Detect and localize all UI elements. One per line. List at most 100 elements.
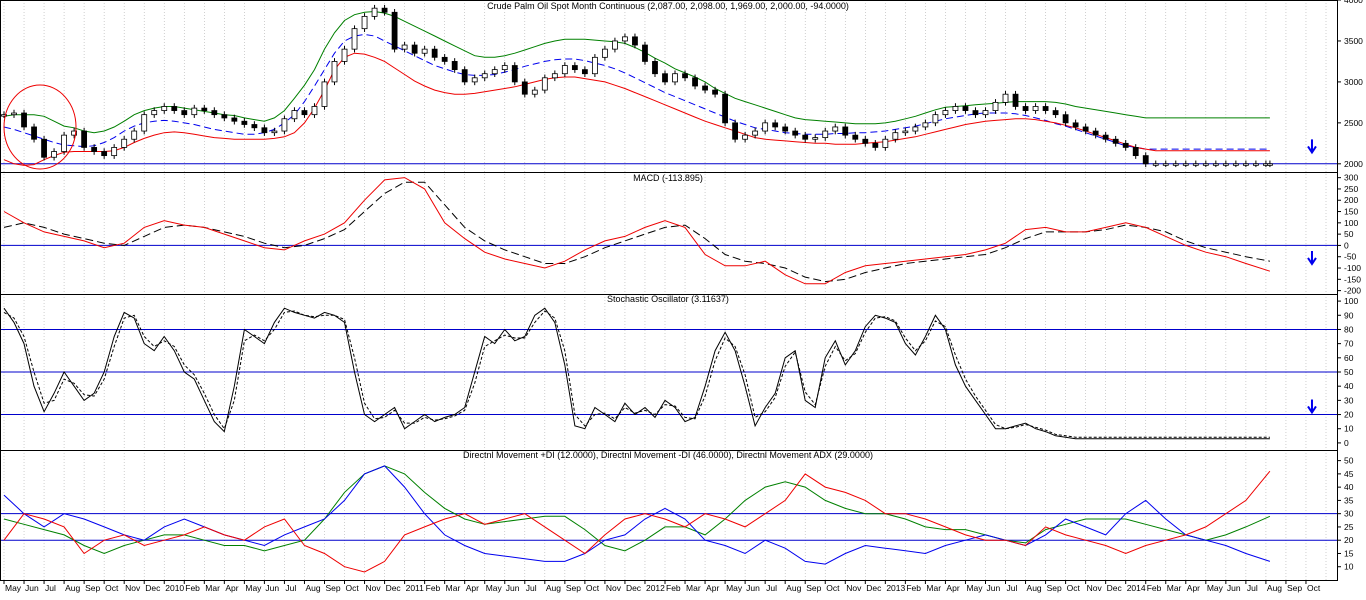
x-axis-month-label: Jul xyxy=(1247,583,1258,593)
x-axis-month-label: Jun xyxy=(1227,583,1241,593)
price-tick-label: 4000 xyxy=(1344,0,1363,5)
price-candle-body xyxy=(1092,130,1099,136)
x-axis-month-label: Nov xyxy=(606,583,622,593)
price-candle-body xyxy=(872,142,879,148)
x-axis-month-label: Dec xyxy=(1107,583,1123,593)
price-candle-body xyxy=(391,11,398,50)
price-candle-body xyxy=(411,44,418,54)
price-panel-title: Crude Palm Oil Spot Month Continuous (2,… xyxy=(487,1,849,11)
x-axis-month-label: Dec xyxy=(145,583,161,593)
x-axis-month-label: Sep xyxy=(325,583,340,593)
price-candle-body xyxy=(341,48,348,62)
price-candle-body xyxy=(892,132,899,140)
x-axis-month-label: Dec xyxy=(866,583,882,593)
price-candle-body xyxy=(361,15,368,30)
stoch-tick-label: 70 xyxy=(1344,339,1354,349)
x-axis-month-label: Aug xyxy=(546,583,561,593)
price-candle-body xyxy=(51,151,57,158)
x-axis-month-label: Feb xyxy=(906,583,921,593)
dmi-panel-title: Directnl Movement +DI (12.0000), Directn… xyxy=(463,450,873,460)
price-candle-body xyxy=(812,137,819,140)
x-axis-month-label: Oct xyxy=(826,583,840,593)
x-axis-month-label: 2014 xyxy=(1127,583,1146,593)
price-candle-body xyxy=(31,126,37,140)
x-axis-month-label: Nov xyxy=(366,583,382,593)
x-axis-month-label: Apr xyxy=(706,583,719,593)
price-candle-body xyxy=(862,138,869,144)
price-candle-body xyxy=(762,122,769,132)
price-candle-body xyxy=(161,106,168,111)
x-axis-month-label: Nov xyxy=(846,583,862,593)
x-axis-month-label: Jun xyxy=(265,583,279,593)
price-candle-body xyxy=(521,81,528,95)
price-candle-body xyxy=(712,89,718,95)
macd-signal-line xyxy=(3,181,1270,283)
x-axis-month-label: Sep xyxy=(1287,583,1302,593)
price-candle-body xyxy=(1002,93,1009,103)
macd-tick-label: 300 xyxy=(1344,173,1358,183)
price-candle-body xyxy=(111,147,118,157)
dmi-tick-label: 35 xyxy=(1344,495,1354,505)
price-candle-body xyxy=(281,118,288,132)
price-candle-body xyxy=(702,85,708,91)
minus-di-line xyxy=(3,470,1271,573)
price-candle-body xyxy=(541,77,548,91)
dmi-panel-frame xyxy=(0,450,1338,581)
macd-down-arrow-icon xyxy=(1307,250,1317,266)
price-candle-body xyxy=(551,73,558,79)
price-candle-body xyxy=(1172,163,1179,166)
stochastic-panel-title: Stochastic Oscillator (3.11637) xyxy=(607,294,729,304)
price-candle-body xyxy=(1082,126,1089,132)
x-axis-month-label: Apr xyxy=(946,583,959,593)
stoch-tick-label: 80 xyxy=(1344,324,1354,334)
macd-tick-label: 250 xyxy=(1344,184,1358,194)
price-candle-body xyxy=(972,110,979,116)
price-candle-body xyxy=(652,61,658,75)
x-axis-month-label: Mar xyxy=(686,583,701,593)
price-tick-label: 3500 xyxy=(1344,36,1363,46)
price-candle-body xyxy=(221,114,228,119)
x-axis-month-label: May xyxy=(1207,583,1224,593)
price-candle-body xyxy=(581,69,588,75)
price-candle-body xyxy=(231,117,238,122)
dmi-tick-label: 25 xyxy=(1344,522,1354,532)
price-candle-body xyxy=(662,73,668,83)
x-axis-month-label: Apr xyxy=(1187,583,1200,593)
stoch-tick-label: 60 xyxy=(1344,353,1354,363)
price-candle-body xyxy=(291,110,298,120)
stoch-tick-label: 20 xyxy=(1344,410,1354,420)
price-candle-body xyxy=(421,48,428,54)
price-candle-body xyxy=(622,36,628,42)
x-axis-month-label: Oct xyxy=(1067,583,1081,593)
price-candle-body xyxy=(1012,93,1019,107)
price-candle-body xyxy=(91,147,98,152)
price-tick-label: 3000 xyxy=(1344,77,1363,87)
macd-tick-label: 200 xyxy=(1344,195,1358,205)
x-axis-month-label: Jul xyxy=(526,583,537,593)
macd-tick-label: -100 xyxy=(1344,263,1361,273)
price-candle-body xyxy=(501,65,508,71)
price-candle-body xyxy=(992,101,999,111)
price-candle-body xyxy=(491,69,498,75)
macd-panel-title: MACD (-113.895) xyxy=(633,173,703,183)
price-tick-label: 2000 xyxy=(1344,159,1363,169)
price-candle-body xyxy=(1142,155,1149,165)
price-candle-body xyxy=(742,134,749,140)
price-candle-body xyxy=(1122,142,1129,148)
price-candle-body xyxy=(842,126,849,136)
price-candle-body xyxy=(151,110,158,116)
x-axis-month-label: Sep xyxy=(806,583,821,593)
stoch-tick-label: 0 xyxy=(1344,438,1349,448)
price-candle-body xyxy=(401,44,408,50)
series-layer xyxy=(1,4,1317,573)
stoch-down-arrow-icon xyxy=(1307,399,1317,415)
x-axis-month-label: Mar xyxy=(926,583,941,593)
price-candle-body xyxy=(571,65,578,71)
x-axis-month-label: Oct xyxy=(346,583,360,593)
x-axis-month-label: Dec xyxy=(626,583,642,593)
stoch-tick-label: 50 xyxy=(1344,367,1354,377)
x-axis-month-label: Mar xyxy=(446,583,461,593)
stochastic-k-line xyxy=(3,307,1270,440)
price-candle-body xyxy=(561,65,568,75)
